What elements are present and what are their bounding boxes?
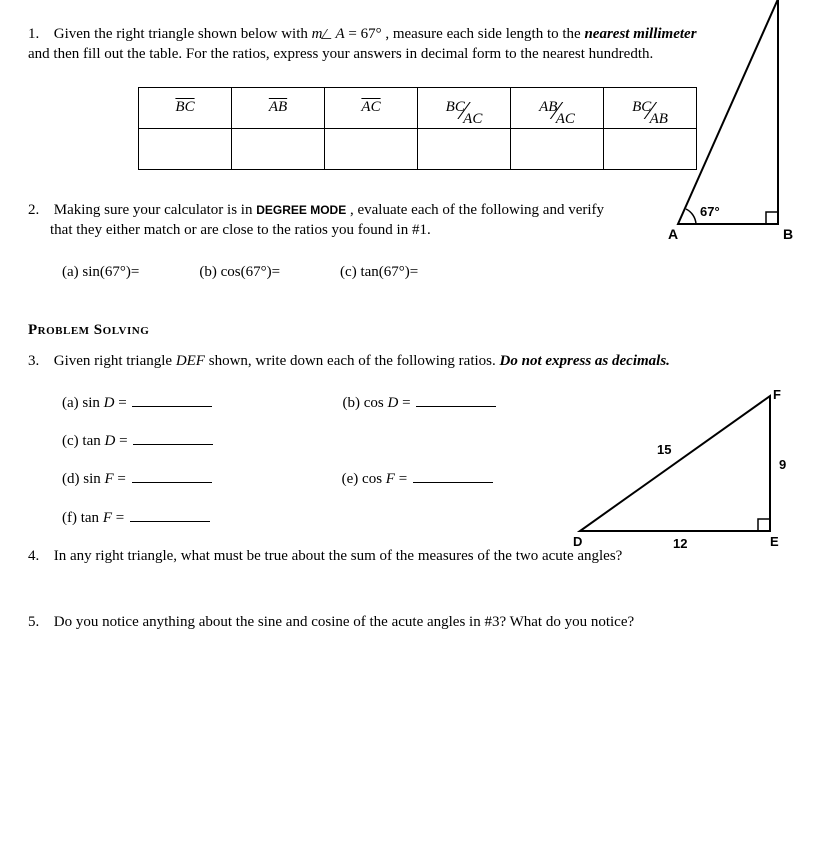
q3-text-a: Given right triangle [54, 353, 176, 369]
triangle-def: D E F 15 9 12 [565, 381, 800, 557]
q5-number: 5. [28, 612, 50, 632]
th-ac: AC [325, 87, 418, 128]
angle-eq: = 67° [345, 26, 382, 42]
svg-text:F: F [773, 387, 781, 402]
triangle-abc-svg: 67° A B C [668, 0, 798, 244]
blank-input[interactable] [132, 467, 212, 483]
q3-part-a: (a) sin D = [62, 391, 212, 413]
th-ab: AB [232, 87, 325, 128]
q2-part-b: (b) cos(67°)= [199, 262, 280, 282]
m-label: m [312, 26, 323, 42]
q3-number: 3. [28, 351, 50, 371]
table-row: BC AB AC BC∕AC AB∕AC BC∕AB [139, 87, 697, 128]
triangle-abc: 67° A B C [668, 0, 798, 250]
q1-number: 1. [28, 24, 50, 44]
q3-part-e: (e) cos F = [342, 467, 493, 489]
q4-number: 4. [28, 546, 50, 566]
q3-part-c: (c) tan D = [62, 429, 213, 451]
blank-input[interactable] [133, 429, 213, 445]
ratio-table: BC AB AC BC∕AC AB∕AC BC∕AB [138, 87, 697, 170]
th-ab-ac: AB∕AC [511, 87, 604, 128]
cell-ab-ac[interactable] [511, 128, 604, 169]
cell-ac[interactable] [325, 128, 418, 169]
question-1: 1. Given the right triangle shown below … [28, 24, 794, 170]
q2-text-a: Making sure your calculator is in [54, 202, 256, 218]
q3-prompt: 3. Given right triangle DEF shown, write… [28, 351, 794, 371]
q1-text-a: Given the right triangle shown below wit… [54, 26, 312, 42]
q2-number: 2. [28, 200, 50, 220]
svg-text:B: B [783, 226, 793, 242]
q3-text-b: shown, write down each of the following … [209, 353, 500, 369]
q2-part-c: (c) tan(67°)= [340, 262, 418, 282]
svg-text:15: 15 [657, 442, 671, 457]
q3-part-f: (f) tan F = [62, 506, 210, 528]
question-3: 3. Given right triangle DEF shown, write… [28, 351, 794, 528]
q3-part-b: (b) cos D = [342, 391, 496, 413]
cell-ab[interactable] [232, 128, 325, 169]
cell-bc-ac[interactable] [418, 128, 511, 169]
q4-text: In any right triangle, what must be true… [54, 548, 623, 564]
q2-part-a: (a) sin(67°)= [62, 262, 139, 282]
cell-bc[interactable] [139, 128, 232, 169]
blank-input[interactable] [132, 391, 212, 407]
q3-part-d: (d) sin F = [62, 467, 212, 489]
svg-text:D: D [573, 534, 582, 549]
blank-input[interactable] [130, 506, 210, 522]
triangle-def-svg: D E F 15 9 12 [565, 381, 800, 551]
th-bc: BC [139, 87, 232, 128]
svg-text:9: 9 [779, 457, 786, 472]
q3-emph: Do not express as decimals. [500, 353, 670, 369]
svg-text:E: E [770, 534, 779, 549]
blank-input[interactable] [416, 391, 496, 407]
degree-mode: DEGREE MODE [256, 203, 346, 217]
th-bc-ac: BC∕AC [418, 87, 511, 128]
q1-text-b: , measure each side length to the [385, 26, 584, 42]
section-heading: Problem Solving [28, 320, 794, 340]
svg-text:12: 12 [673, 536, 687, 551]
blank-input[interactable] [413, 467, 493, 483]
q3-def: DEF [176, 353, 205, 369]
q5-text: Do you notice anything about the sine an… [54, 614, 634, 630]
q2-parts: (a) sin(67°)= (b) cos(67°)= (c) tan(67°)… [62, 262, 794, 282]
svg-text:67°: 67° [700, 204, 720, 219]
q2-text-b: , evaluate each of the following and ver… [350, 202, 604, 218]
svg-text:A: A [668, 226, 678, 242]
question-5: 5. Do you notice anything about the sine… [28, 612, 794, 632]
table-row [139, 128, 697, 169]
